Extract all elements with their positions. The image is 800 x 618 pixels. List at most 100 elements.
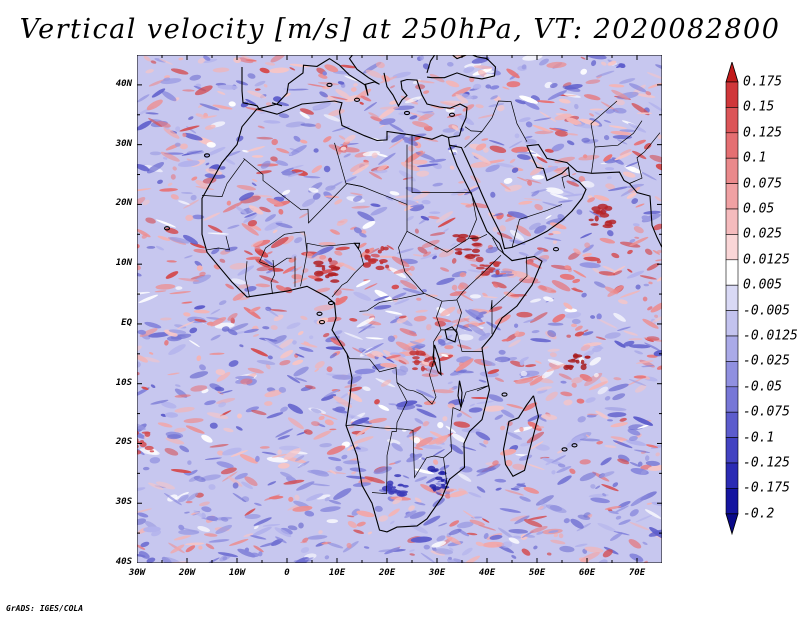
field-cell bbox=[162, 157, 168, 160]
field-cell bbox=[485, 246, 499, 254]
island-outline bbox=[448, 112, 456, 117]
field-cell bbox=[388, 403, 398, 406]
field-cell bbox=[358, 242, 367, 249]
field-core bbox=[435, 476, 443, 481]
field-cell bbox=[642, 318, 659, 329]
field-cell bbox=[283, 92, 291, 97]
field-cell bbox=[250, 348, 269, 357]
field-cell bbox=[208, 484, 216, 490]
field-cell bbox=[461, 547, 473, 556]
field-cell bbox=[266, 251, 273, 255]
field-cell bbox=[423, 90, 430, 94]
field-cell bbox=[264, 62, 276, 66]
field-core bbox=[144, 445, 154, 451]
field-cell bbox=[655, 452, 660, 457]
field-cell bbox=[536, 531, 544, 535]
colorbar-swatch bbox=[725, 462, 739, 489]
field-cell bbox=[168, 344, 186, 356]
field-cell bbox=[648, 101, 662, 113]
field-cell bbox=[571, 318, 581, 325]
field-cell bbox=[628, 338, 643, 341]
field-cell bbox=[391, 292, 407, 300]
field-cell bbox=[293, 135, 301, 142]
field-cell bbox=[528, 222, 541, 230]
field-cell bbox=[138, 550, 150, 559]
field-cell bbox=[578, 154, 600, 161]
field-cell bbox=[229, 262, 248, 270]
field-cell bbox=[388, 508, 400, 517]
colorbar-bottom-arrow bbox=[725, 513, 739, 536]
field-cell bbox=[571, 288, 584, 293]
field-cell bbox=[219, 390, 233, 394]
field-cell bbox=[252, 526, 272, 537]
field-cell bbox=[391, 368, 407, 376]
field-cell bbox=[390, 85, 395, 89]
field-cell bbox=[206, 321, 214, 326]
field-cell bbox=[411, 159, 428, 165]
field-cell bbox=[145, 217, 156, 224]
field-cell bbox=[137, 508, 152, 513]
field-cell bbox=[206, 412, 229, 419]
field-cell bbox=[291, 274, 303, 280]
field-cell bbox=[599, 237, 616, 244]
field-cell bbox=[537, 506, 544, 510]
field-cell bbox=[511, 167, 519, 173]
field-cell bbox=[340, 392, 350, 399]
field-cell bbox=[356, 521, 366, 527]
field-cell bbox=[485, 164, 500, 173]
field-cell bbox=[267, 481, 277, 486]
field-cell bbox=[207, 232, 229, 235]
field-cell bbox=[518, 117, 531, 122]
field-cell bbox=[253, 525, 259, 530]
field-cell bbox=[645, 444, 658, 448]
field-cell bbox=[415, 437, 433, 448]
longitude-label: 20E bbox=[378, 568, 396, 578]
field-cell bbox=[344, 176, 357, 183]
field-cell bbox=[298, 522, 304, 529]
field-cell bbox=[643, 560, 648, 563]
field-cell bbox=[264, 401, 273, 406]
longitude-label: 0 bbox=[284, 568, 290, 578]
field-cell bbox=[177, 200, 190, 205]
field-cell bbox=[508, 528, 528, 534]
field-cell bbox=[312, 193, 321, 200]
field-cell bbox=[492, 226, 498, 232]
field-cell bbox=[546, 504, 567, 513]
field-cell bbox=[612, 482, 619, 488]
field-cell bbox=[167, 434, 182, 440]
field-cell bbox=[607, 176, 612, 180]
longitude-label: 50E bbox=[528, 568, 546, 578]
field-cell bbox=[203, 212, 221, 221]
field-cell bbox=[219, 166, 226, 170]
field-cell bbox=[546, 61, 567, 69]
field-cell bbox=[389, 123, 404, 133]
field-cell bbox=[618, 63, 626, 69]
field-cell bbox=[205, 146, 226, 157]
field-cell bbox=[419, 55, 424, 61]
field-cell bbox=[510, 515, 528, 522]
field-core bbox=[328, 257, 333, 263]
field-cell bbox=[480, 359, 496, 366]
field-cell bbox=[263, 120, 281, 124]
field-cell bbox=[255, 283, 271, 288]
field-cell bbox=[138, 294, 159, 303]
field-cell bbox=[140, 541, 150, 548]
field-cell bbox=[456, 324, 473, 332]
country-borders bbox=[201, 100, 661, 495]
field-cell bbox=[496, 104, 505, 112]
field-cell bbox=[278, 445, 300, 451]
field-cell bbox=[374, 399, 380, 405]
field-cell bbox=[292, 340, 297, 345]
field-cell bbox=[628, 424, 644, 431]
field-cell bbox=[288, 496, 294, 502]
field-cell bbox=[542, 201, 562, 208]
field-cell bbox=[349, 318, 358, 322]
field-cell bbox=[404, 137, 416, 143]
field-cell bbox=[374, 505, 383, 512]
country-border bbox=[590, 100, 618, 173]
country-border bbox=[359, 293, 425, 312]
field-core bbox=[321, 266, 326, 271]
field-cell bbox=[547, 90, 568, 101]
field-cell bbox=[257, 125, 265, 129]
field-cell bbox=[414, 418, 424, 424]
